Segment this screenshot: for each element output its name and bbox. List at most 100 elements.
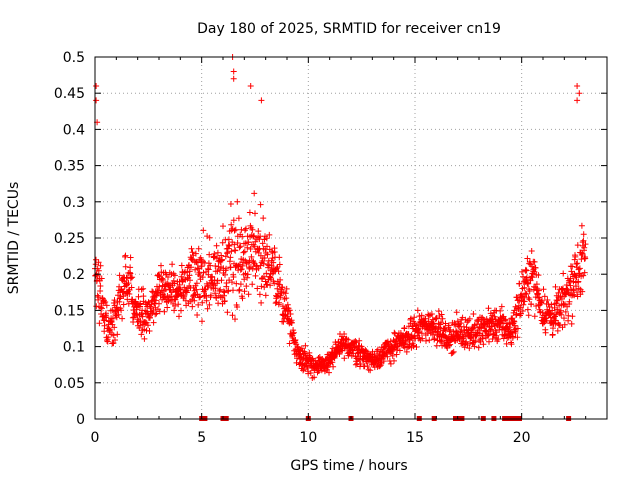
data-point — [435, 308, 442, 315]
data-point-outlier — [574, 83, 581, 89]
data-point — [276, 299, 283, 306]
data-point — [161, 308, 168, 315]
data-point — [307, 370, 314, 376]
data-point — [98, 305, 105, 312]
data-point — [155, 272, 162, 279]
data-point — [425, 312, 432, 319]
data-point — [194, 265, 201, 272]
data-point — [523, 274, 530, 281]
data-point — [199, 274, 206, 281]
data-point — [219, 239, 226, 246]
data-point — [186, 268, 193, 275]
data-point — [302, 342, 309, 349]
data-point — [517, 304, 524, 311]
axis-ticks — [94, 56, 608, 420]
data-point — [357, 361, 364, 367]
data-point — [120, 301, 127, 308]
data-point — [275, 268, 282, 275]
data-point — [274, 293, 280, 300]
data-point — [522, 290, 529, 297]
data-point — [96, 320, 103, 327]
data-point — [428, 311, 435, 317]
data-point — [221, 298, 228, 304]
data-point — [523, 267, 530, 274]
data-point — [200, 227, 207, 234]
data-point — [521, 298, 528, 305]
data-point — [567, 275, 574, 282]
y-tick-label: 0 — [76, 412, 85, 428]
data-point — [275, 281, 282, 287]
data-point — [531, 258, 538, 265]
data-point — [438, 311, 445, 318]
data-point — [202, 286, 209, 293]
data-point — [246, 209, 253, 216]
data-point — [139, 313, 146, 320]
data-point — [232, 247, 239, 254]
data-point — [576, 265, 583, 272]
data-point — [277, 276, 284, 283]
data-point — [244, 274, 251, 281]
data-point — [156, 283, 163, 290]
data-point — [249, 281, 256, 288]
data-point — [401, 325, 408, 331]
data-point — [118, 307, 125, 314]
data-point — [235, 215, 242, 222]
data-point — [152, 311, 159, 318]
data-point — [471, 343, 478, 350]
data-point — [152, 297, 159, 304]
data-point — [227, 201, 234, 207]
data-point — [164, 304, 171, 311]
data-point — [140, 285, 147, 292]
data-point — [433, 315, 440, 322]
data-point — [329, 345, 336, 352]
data-point — [513, 311, 520, 318]
data-point — [411, 314, 418, 321]
y-tick-label: 0.4 — [63, 122, 85, 138]
data-point — [284, 313, 291, 320]
data-point — [213, 242, 220, 249]
data-point — [212, 290, 219, 297]
data-point — [205, 266, 212, 273]
data-point — [223, 265, 230, 272]
data-point — [568, 268, 575, 275]
data-point — [103, 302, 110, 309]
data-point — [466, 345, 473, 352]
data-point — [229, 279, 235, 286]
data-point — [486, 338, 492, 345]
data-point — [414, 307, 421, 314]
data-point — [269, 255, 276, 262]
data-point — [574, 242, 581, 249]
data-point — [170, 277, 177, 284]
data-point — [261, 273, 267, 280]
data-point — [189, 303, 196, 310]
data-point — [211, 277, 218, 284]
data-point — [547, 310, 554, 317]
data-point — [529, 263, 535, 270]
data-point — [311, 374, 318, 381]
data-point — [575, 278, 582, 285]
data-point — [364, 363, 371, 369]
data-point — [251, 232, 257, 239]
data-point — [257, 201, 264, 208]
data-point — [119, 315, 126, 322]
data-point — [581, 269, 588, 276]
data-point — [367, 367, 374, 374]
data-point — [241, 276, 248, 283]
data-point — [138, 286, 145, 293]
data-point — [225, 242, 232, 248]
y-axis-label: SRMTID / TECUs — [6, 182, 22, 295]
data-point — [387, 338, 394, 345]
data-point — [341, 355, 348, 362]
data-point — [283, 285, 290, 292]
data-point — [203, 297, 210, 304]
data-point — [270, 259, 277, 266]
data-point — [101, 322, 108, 329]
data-point — [406, 341, 413, 348]
data-point — [569, 313, 576, 320]
chart-title: Day 180 of 2025, SRMTID for receiver cn1… — [197, 21, 501, 37]
data-point — [237, 266, 244, 273]
data-point — [413, 344, 420, 350]
data-point — [127, 254, 134, 261]
data-point — [115, 311, 122, 318]
data-point — [261, 255, 268, 261]
